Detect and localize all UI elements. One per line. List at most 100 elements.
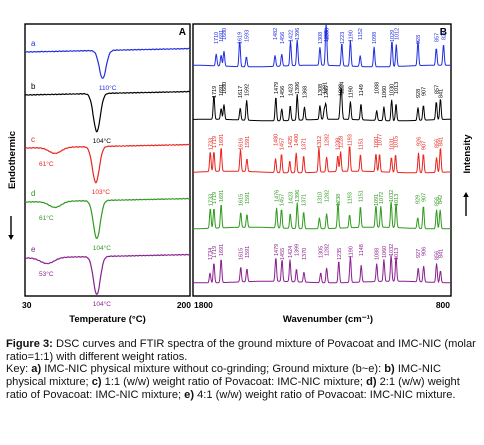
ftir-peak-label: 1031 bbox=[389, 138, 395, 150]
ftir-peak-label: 1015 bbox=[394, 136, 400, 148]
panel-a-letter: A bbox=[179, 27, 186, 38]
ftir-peak-label: 1282 bbox=[325, 244, 331, 256]
ftir-peak-label: 1285 bbox=[324, 30, 330, 42]
ftir-spectrum-c bbox=[193, 146, 451, 174]
ftir-peak-label: 1480 bbox=[274, 134, 280, 146]
ftir-peak-label: 856 bbox=[435, 197, 441, 206]
ftir-peak-label: 1396 bbox=[295, 28, 301, 40]
ftir-peak-label: 1680 bbox=[222, 28, 228, 40]
ftir-peak-label: 1013 bbox=[394, 194, 400, 206]
panel-b-ylabel: Intensity bbox=[462, 134, 473, 174]
ftir-peak-label: 1368 bbox=[303, 86, 309, 98]
ftir-peak-label: 1396 bbox=[295, 82, 301, 94]
key-e-marker: e) bbox=[184, 388, 195, 401]
ftir-peak-label: 1190 bbox=[348, 246, 354, 258]
ftir-peak-label: 1482 bbox=[273, 28, 279, 40]
ftir-peak-label: 1616 bbox=[239, 138, 245, 150]
ftir-peak-label: 1190 bbox=[348, 30, 354, 42]
ftir-peak-label: 1060 bbox=[382, 246, 388, 258]
ftir-peak-label: 1691 bbox=[219, 84, 225, 96]
ftir-peak-label: 1228 bbox=[339, 136, 345, 148]
dsc-curve-a bbox=[25, 47, 191, 79]
panel-a-ylabel-arrowhead bbox=[8, 235, 14, 240]
ftir-peak-label: 1091 bbox=[374, 194, 380, 206]
ftir-peak-label: 1072 bbox=[379, 192, 385, 204]
ftir-peak-label: 1619 bbox=[238, 32, 244, 44]
ftir-peak-label: 1193 bbox=[348, 134, 354, 146]
ftir-peak-label: 1282 bbox=[325, 190, 331, 202]
ftir-spectrum-d bbox=[193, 201, 451, 230]
ftir-spectrum-b bbox=[192, 87, 451, 122]
ftir-peak-label: 1012 bbox=[394, 28, 400, 40]
ftir-peak-label: 1283 bbox=[324, 28, 330, 40]
dsc-peak-label: 103°C bbox=[92, 188, 110, 196]
ftir-peak-label: 1719 bbox=[212, 136, 218, 148]
ftir-peak-label: 1149 bbox=[359, 84, 365, 96]
caption-title: Figure 3: DSC curves and FTIR spectra of… bbox=[6, 338, 480, 363]
caption-key: Key: a) IMC-NIC physical mixture without… bbox=[6, 363, 480, 401]
ftir-peak-label: 1013 bbox=[394, 82, 400, 94]
panel-b-xlabel: Wavenumber (cm⁻¹) bbox=[283, 314, 373, 325]
ftir-peak-label: 1615 bbox=[239, 248, 245, 260]
ftir-peak-label: 1151 bbox=[358, 138, 364, 150]
ftir-peak-label: 1291 bbox=[322, 82, 328, 94]
ftir-peak-label: 841 bbox=[438, 89, 444, 98]
ftir-peak-label: 856 bbox=[435, 139, 441, 148]
dsc-peak-label: 61°C bbox=[39, 160, 54, 168]
ftir-peak-label: 1308 bbox=[318, 84, 324, 96]
key-d-marker: d) bbox=[366, 376, 377, 389]
ftir-peak-label: 1308 bbox=[318, 32, 324, 44]
ftir-peak-label: 1456 bbox=[280, 86, 286, 98]
panel-a-frame bbox=[24, 23, 191, 297]
ftir-peak-label: 929 bbox=[416, 195, 422, 204]
key-intro: Key: bbox=[6, 363, 32, 376]
key-a-text: IMC-NIC physical mixture without co-grin… bbox=[41, 363, 385, 376]
ftir-peak-label: 1719 bbox=[212, 246, 218, 258]
ftir-peak-label: 1399 bbox=[295, 244, 301, 256]
ftir-peak-label: 1615 bbox=[239, 194, 245, 206]
ftir-peak-label: 1396 bbox=[295, 190, 301, 202]
ftir-peak-label: 1282 bbox=[325, 134, 331, 146]
ftir-peak-label: 1148 bbox=[359, 244, 365, 256]
ftir-peak-label: 1691 bbox=[219, 190, 225, 202]
panel-a-ylabel: Endothermic bbox=[7, 131, 18, 189]
ftir-peak-label: 856 bbox=[435, 251, 441, 260]
ftir-peak-label: 1400 bbox=[294, 134, 300, 146]
key-b-marker: b) bbox=[384, 363, 395, 376]
dsc-peak-label: 104°C bbox=[93, 300, 111, 308]
ftir-peak-label: 1691 bbox=[219, 244, 225, 256]
key-b-text: IMC-NIC physical mixture; bbox=[6, 363, 441, 389]
ftir-peak-label: 907 bbox=[421, 193, 427, 202]
ftir-peak-label: 1032 bbox=[389, 190, 395, 202]
ftir-peak-label: 1422 bbox=[289, 30, 295, 42]
ftir-peak-label: 1479 bbox=[274, 82, 280, 94]
ftir-peak-label: 857 bbox=[434, 85, 440, 94]
dsc-series-letter-a: a bbox=[31, 39, 36, 48]
ftir-peak-label: 1088 bbox=[375, 248, 381, 260]
ftir-peak-label: 906 bbox=[422, 247, 428, 256]
ftir-peak-label: 1617 bbox=[238, 86, 244, 98]
ftir-peak-label: 1098 bbox=[372, 32, 378, 44]
ftir-peak-label: 1151 bbox=[358, 190, 364, 202]
ftir-peak-label: 1190 bbox=[348, 86, 354, 98]
dsc-series-letter-c: c bbox=[31, 135, 35, 144]
ftir-peak-label: 829 bbox=[442, 31, 448, 40]
ftir-peak-label: 1734 bbox=[208, 248, 214, 260]
panel-b-xtick: 1800 bbox=[194, 300, 213, 310]
ftir-peak-label: 1591 bbox=[245, 246, 251, 258]
ftir-peak-label: 1733 bbox=[208, 194, 214, 206]
ftir-peak-label: 842 bbox=[438, 195, 444, 204]
ftir-peak-label: 1370 bbox=[302, 248, 308, 260]
ftir-peak-label: 927 bbox=[416, 249, 422, 258]
ftir-peak-label: 1310 bbox=[317, 192, 323, 204]
ftir-peak-label: 1305 bbox=[319, 246, 325, 258]
panel-b-ylabel-group: Intensity bbox=[462, 134, 473, 216]
dsc-curve-e bbox=[24, 253, 190, 295]
ftir-peak-label: 1592 bbox=[245, 84, 251, 96]
ftir-peak-label: 1091 bbox=[374, 136, 380, 148]
ftir-peak-label: 1223 bbox=[340, 32, 346, 44]
ftir-peak-label: 1457 bbox=[280, 138, 286, 150]
panel-a-xtick: 200 bbox=[177, 300, 191, 310]
